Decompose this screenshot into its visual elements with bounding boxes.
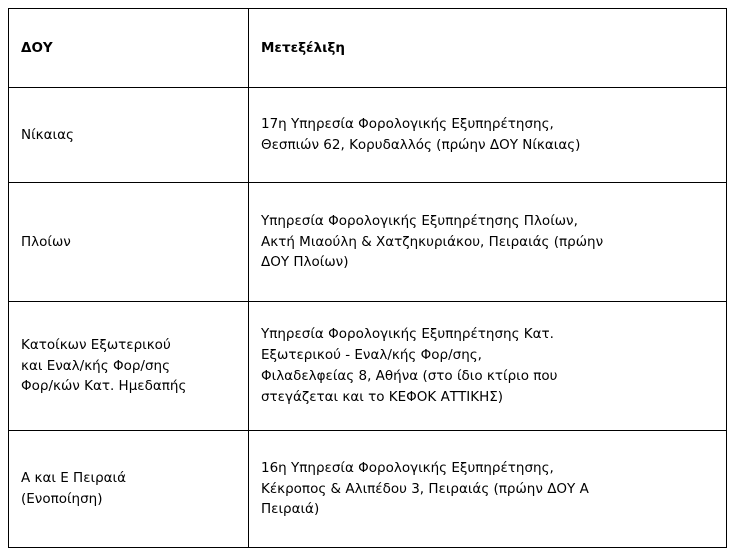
column-header-dou: ΔΟΥ	[8, 8, 249, 88]
column-header-metexelixi: Μετεξέλιξη	[248, 8, 727, 88]
table-row: Κατοίκων Εξωτερικού και Εναλ/κής Φορ/σης…	[8, 301, 727, 431]
dou-name-line: (Ενοποίηση)	[21, 491, 103, 507]
dou-name: Κατοίκων Εξωτερικού και Εναλ/κής Φορ/σης…	[8, 301, 249, 431]
metexelixi-line: Υπηρεσία Φορολογικής Εξυπηρέτησης Κατ.	[261, 326, 554, 343]
metexelixi-line: Φιλαδελφείας 8, Αθήνα (στο ίδιο κτίριο π…	[261, 368, 558, 384]
metexelixi-description: Υπηρεσία Φορολογικής Εξυπηρέτησης Κατ. Ε…	[248, 301, 727, 431]
metexelixi-line: 16η Υπηρεσία Φορολογικής Εξυπηρέτησης,	[261, 459, 554, 476]
document-page: ΔΟΥ Μετεξέλιξη Νίκαιας 17η Υπηρεσία Φορο…	[8, 8, 727, 548]
metexelixi-line: στεγάζεται και το ΚΕΦΟΚ ΑΤΤΙΚΗΣ)	[261, 388, 504, 405]
table-row: Α και Ε Πειραιά (Ενοποίηση) 16η Υπηρεσία…	[8, 430, 727, 548]
dou-name: Πλοίων	[8, 182, 249, 302]
table-row: Πλοίων Υπηρεσία Φορολογικής Εξυπηρέτησης…	[8, 182, 727, 302]
metexelixi-line: Πειραιά)	[261, 501, 320, 518]
metexelixi-line: Εξωτερικού - Εναλ/κής Φορ/σης,	[261, 347, 482, 364]
metexelixi-line: Θεσπιών 62, Κορυδαλλός (πρώην ΔΟΥ Νίκαια…	[261, 137, 581, 153]
dou-name-line: και Εναλ/κής Φορ/σης	[21, 357, 170, 374]
metexelixi-description: Υπηρεσία Φορολογικής Εξυπηρέτησης Πλοίων…	[248, 182, 727, 302]
metexelixi-line: Υπηρεσία Φορολογικής Εξυπηρέτησης Πλοίων…	[261, 212, 578, 229]
dou-metexelixi-table: ΔΟΥ Μετεξέλιξη Νίκαιας 17η Υπηρεσία Φορο…	[8, 8, 727, 548]
dou-name: Α και Ε Πειραιά (Ενοποίηση)	[8, 430, 249, 548]
metexelixi-line: ΔΟΥ Πλοίων)	[261, 254, 349, 271]
dou-name-line: Φορ/κών Κατ. Ημεδαπής	[21, 378, 187, 395]
dou-name: Νίκαιας	[8, 87, 249, 183]
metexelixi-line: Ακτή Μιαούλη & Χατζηκυριάκου, Πειραιάς (…	[261, 233, 604, 250]
table-header-row: ΔΟΥ Μετεξέλιξη	[8, 8, 727, 88]
metexelixi-description: 17η Υπηρεσία Φορολογικής Εξυπηρέτησης, Θ…	[248, 87, 727, 183]
metexelixi-line: Κέκροπος & Αλιπέδου 3, Πειραιάς (πρώην Δ…	[261, 480, 589, 497]
metexelixi-line: 17η Υπηρεσία Φορολογικής Εξυπηρέτησης,	[261, 116, 554, 133]
table-row: Νίκαιας 17η Υπηρεσία Φορολογικής Εξυπηρέ…	[8, 87, 727, 183]
dou-name-line: Α και Ε Πειραιά	[21, 470, 127, 487]
metexelixi-description: 16η Υπηρεσία Φορολογικής Εξυπηρέτησης, Κ…	[248, 430, 727, 548]
dou-name-line: Κατοίκων Εξωτερικού	[21, 336, 171, 353]
